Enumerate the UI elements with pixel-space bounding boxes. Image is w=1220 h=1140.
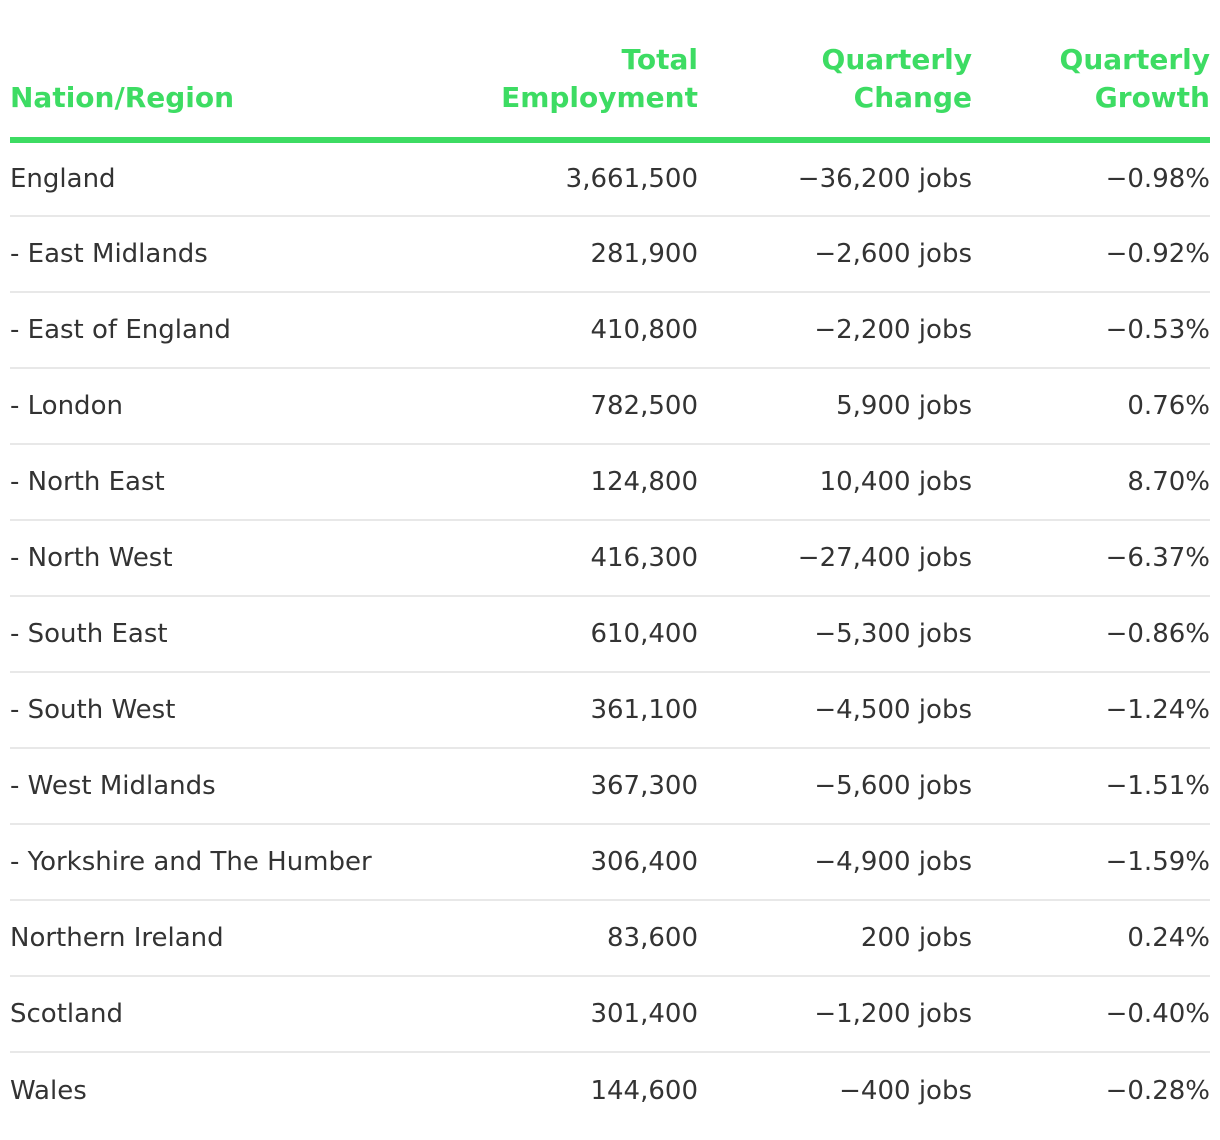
cell-change: −4,900 jobs — [698, 824, 972, 901]
cell-growth: −1.24% — [972, 672, 1210, 749]
header-quarterly-change-line-2: Change — [853, 81, 972, 114]
cell-change: −27,400 jobs — [698, 520, 972, 597]
cell-change: 5,900 jobs — [698, 368, 972, 445]
cell-employment: 301,400 — [500, 976, 698, 1053]
header-quarterly-change: Quarterly Change — [698, 0, 972, 143]
header-quarterly-growth-line-1: Quarterly — [1059, 43, 1210, 76]
cell-region: - North West — [10, 520, 500, 597]
cell-region: Wales — [10, 1075, 87, 1106]
cell-change: −4,500 jobs — [698, 672, 972, 749]
cell-employment: 144,600 — [590, 1075, 698, 1106]
cell-change: −1,200 jobs — [698, 976, 972, 1053]
cell-growth: −0.98% — [972, 140, 1210, 217]
cell-employment: 361,100 — [500, 672, 698, 749]
header-nation-region: Nation/Region — [10, 0, 500, 143]
cell-region: - South East — [10, 596, 500, 673]
cell-region: England — [10, 140, 500, 217]
cell-change: 10,400 jobs — [698, 444, 972, 521]
cell-growth: −0.92% — [972, 216, 1210, 293]
cell-employment: 410,800 — [500, 292, 698, 369]
cell-employment: 3,661,500 — [500, 140, 698, 217]
table-row: England 3,661,500 −36,200 jobs −0.98% — [10, 140, 1210, 217]
cell-region: - East of England — [10, 292, 500, 369]
cell-growth: −1.59% — [972, 824, 1210, 901]
table-row: - London 782,500 5,900 jobs 0.76% — [10, 368, 1210, 445]
cell-change: −400 jobs — [839, 1075, 972, 1106]
header-row: Nation/Region Total Employment Quarterly… — [10, 0, 1210, 143]
cell-growth: 0.24% — [972, 900, 1210, 977]
cell-employment: 416,300 — [500, 520, 698, 597]
cell-employment: 83,600 — [500, 900, 698, 977]
cell-change: −2,200 jobs — [698, 292, 972, 369]
header-total-employment-line-2: Employment — [501, 81, 698, 114]
cell-region: - West Midlands — [10, 748, 500, 825]
header-nation-region-line: Nation/Region — [10, 81, 235, 114]
cell-growth: −0.86% — [972, 596, 1210, 673]
table-row: - East of England 410,800 −2,200 jobs −0… — [10, 292, 1210, 369]
table-header: Nation/Region Total Employment Quarterly… — [10, 0, 1210, 143]
cell-growth: −1.51% — [972, 748, 1210, 825]
cell-employment: 610,400 — [500, 596, 698, 673]
cell-change: −5,300 jobs — [698, 596, 972, 673]
cell-change: −5,600 jobs — [698, 748, 972, 825]
header-quarterly-growth-line-2: Growth — [1094, 81, 1210, 114]
table-row: Northern Ireland 83,600 200 jobs 0.24% — [10, 900, 1210, 977]
cell-growth: −0.40% — [972, 976, 1210, 1053]
header-quarterly-change-line-1: Quarterly — [821, 43, 972, 76]
table-row: - North West 416,300 −27,400 jobs −6.37% — [10, 520, 1210, 597]
cell-region: - North East — [10, 444, 500, 521]
cell-growth: −0.53% — [972, 292, 1210, 369]
employment-table: Nation/Region Total Employment Quarterly… — [10, 0, 1210, 1128]
cell-region: - South West — [10, 672, 500, 749]
cell-region: - London — [10, 368, 500, 445]
cell-region: Scotland — [10, 976, 500, 1053]
table-row: - South East 610,400 −5,300 jobs −0.86% — [10, 596, 1210, 673]
cell-growth: −6.37% — [972, 520, 1210, 597]
table-row: - Yorkshire and The Humber 306,400 −4,90… — [10, 824, 1210, 901]
cell-change: 200 jobs — [698, 900, 972, 977]
cell-change: −36,200 jobs — [698, 140, 972, 217]
cell-region: - East Midlands — [10, 216, 500, 293]
header-total-employment-line-1: Total — [621, 43, 699, 76]
table-row: - North East 124,800 10,400 jobs 8.70% — [10, 444, 1210, 521]
table-body: England 3,661,500 −36,200 jobs −0.98% - … — [10, 140, 1210, 1128]
cell-employment: 367,300 — [500, 748, 698, 825]
cell-growth: 8.70% — [972, 444, 1210, 521]
cell-employment: 281,900 — [500, 216, 698, 293]
employment-table-container: Nation/Region Total Employment Quarterly… — [10, 0, 1210, 1128]
cell-employment: 306,400 — [500, 824, 698, 901]
cell-employment: 124,800 — [500, 444, 698, 521]
cell-region: - Yorkshire and The Humber — [10, 824, 500, 901]
table-row: Wales 144,600 −400 jobs −0.28% — [10, 1052, 1210, 1128]
cell-employment: 782,500 — [500, 368, 698, 445]
table-row: Scotland 301,400 −1,200 jobs −0.40% — [10, 976, 1210, 1053]
cell-change: −2,600 jobs — [698, 216, 972, 293]
cell-growth: −0.28% — [1105, 1075, 1210, 1106]
table-row: - South West 361,100 −4,500 jobs −1.24% — [10, 672, 1210, 749]
table-row: - West Midlands 367,300 −5,600 jobs −1.5… — [10, 748, 1210, 825]
cell-region: Northern Ireland — [10, 900, 500, 977]
header-total-employment: Total Employment — [500, 0, 699, 143]
table-row: - East Midlands 281,900 −2,600 jobs −0.9… — [10, 216, 1210, 293]
header-quarterly-growth: Quarterly Growth — [972, 0, 1210, 143]
cell-growth: 0.76% — [972, 368, 1210, 445]
